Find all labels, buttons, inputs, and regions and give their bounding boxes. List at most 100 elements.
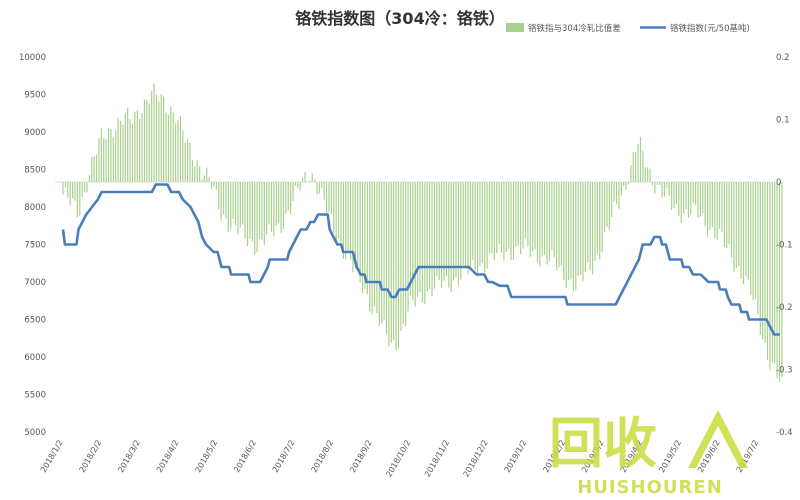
bar bbox=[290, 182, 292, 215]
left-tick-label: 9500 bbox=[24, 91, 46, 101]
bar bbox=[584, 182, 586, 273]
bar bbox=[771, 182, 773, 363]
bar bbox=[726, 182, 728, 248]
bar bbox=[436, 182, 438, 276]
bar bbox=[733, 182, 735, 272]
bar bbox=[234, 182, 237, 226]
bar bbox=[81, 182, 83, 198]
bar bbox=[103, 138, 105, 182]
bar bbox=[661, 182, 663, 198]
bar bbox=[611, 182, 613, 218]
right-tick-label: -0.2 bbox=[776, 303, 793, 313]
bar bbox=[71, 182, 74, 199]
bar bbox=[93, 156, 95, 182]
bar bbox=[747, 182, 749, 280]
bar bbox=[766, 182, 769, 361]
bar bbox=[273, 182, 275, 237]
bar bbox=[476, 182, 479, 277]
bar bbox=[294, 182, 297, 186]
bar bbox=[383, 182, 385, 321]
bar bbox=[385, 182, 388, 335]
bar bbox=[510, 182, 512, 260]
bar bbox=[131, 124, 134, 182]
bar bbox=[187, 139, 189, 182]
bar bbox=[512, 182, 515, 261]
bar bbox=[402, 182, 404, 325]
bar bbox=[275, 182, 277, 226]
bar bbox=[479, 182, 481, 267]
bar bbox=[568, 182, 570, 280]
right-axis: 0.2 0.1 0 -0.1 -0.2 -0.3 -0.4 bbox=[776, 53, 793, 438]
bar bbox=[723, 182, 725, 248]
bar bbox=[774, 182, 776, 364]
bar bbox=[196, 160, 198, 182]
bar bbox=[357, 182, 359, 267]
bar bbox=[155, 94, 158, 182]
bar bbox=[426, 182, 428, 292]
bar bbox=[62, 182, 64, 195]
bar bbox=[740, 182, 742, 280]
bar bbox=[244, 182, 246, 239]
bar bbox=[421, 182, 424, 303]
line-series bbox=[61, 183, 780, 336]
bar bbox=[491, 182, 493, 254]
bar bbox=[714, 182, 716, 239]
bar bbox=[409, 182, 412, 296]
bar bbox=[541, 182, 543, 256]
bar bbox=[376, 182, 378, 314]
bar bbox=[625, 182, 627, 190]
bar bbox=[603, 182, 606, 233]
bar bbox=[342, 182, 344, 259]
x-tick-label: 2018/11/2 bbox=[423, 439, 451, 479]
bar bbox=[194, 166, 196, 182]
bar bbox=[551, 182, 553, 251]
left-axis: 10000 9500 9000 8500 8000 7500 7000 6500 6000 550… bbox=[19, 53, 46, 438]
bar bbox=[184, 142, 186, 182]
bar bbox=[215, 182, 217, 190]
bar bbox=[160, 94, 162, 182]
bar bbox=[414, 182, 416, 307]
bar bbox=[673, 182, 675, 208]
index-line bbox=[61, 183, 780, 336]
bar bbox=[570, 182, 572, 280]
bar bbox=[153, 83, 155, 182]
bar bbox=[778, 182, 781, 382]
bar bbox=[340, 182, 342, 244]
bar bbox=[393, 182, 395, 341]
bar bbox=[615, 182, 618, 205]
left-tick-label: 8000 bbox=[24, 203, 46, 213]
bar bbox=[321, 182, 323, 188]
bar bbox=[388, 182, 390, 347]
bar bbox=[548, 182, 551, 261]
bar bbox=[395, 182, 397, 351]
x-tick-label: 2018/10/2 bbox=[384, 439, 412, 479]
bar bbox=[378, 182, 380, 326]
bar bbox=[246, 182, 249, 247]
bar bbox=[577, 182, 579, 277]
bar bbox=[261, 182, 263, 240]
bar bbox=[558, 182, 560, 268]
legend-bar-label: 铬铁指与304冷轧比值差 bbox=[528, 23, 621, 34]
bar bbox=[278, 182, 280, 224]
bar bbox=[656, 182, 658, 185]
bar bbox=[407, 182, 409, 313]
bar bbox=[623, 182, 625, 186]
bar bbox=[318, 182, 320, 194]
bar bbox=[608, 182, 610, 230]
bar bbox=[256, 182, 258, 253]
bar bbox=[91, 157, 93, 182]
bar bbox=[534, 182, 536, 250]
x-tick-label: 2018/12/2 bbox=[462, 439, 490, 479]
bar bbox=[122, 124, 124, 182]
bar bbox=[754, 182, 757, 299]
bar bbox=[467, 182, 469, 275]
watermark-mark-icon bbox=[688, 410, 748, 468]
bar bbox=[539, 182, 541, 267]
bar bbox=[371, 182, 373, 315]
bar bbox=[263, 182, 265, 246]
right-tick-label: 0 bbox=[776, 178, 781, 188]
bar bbox=[242, 182, 244, 225]
bar bbox=[373, 182, 376, 307]
